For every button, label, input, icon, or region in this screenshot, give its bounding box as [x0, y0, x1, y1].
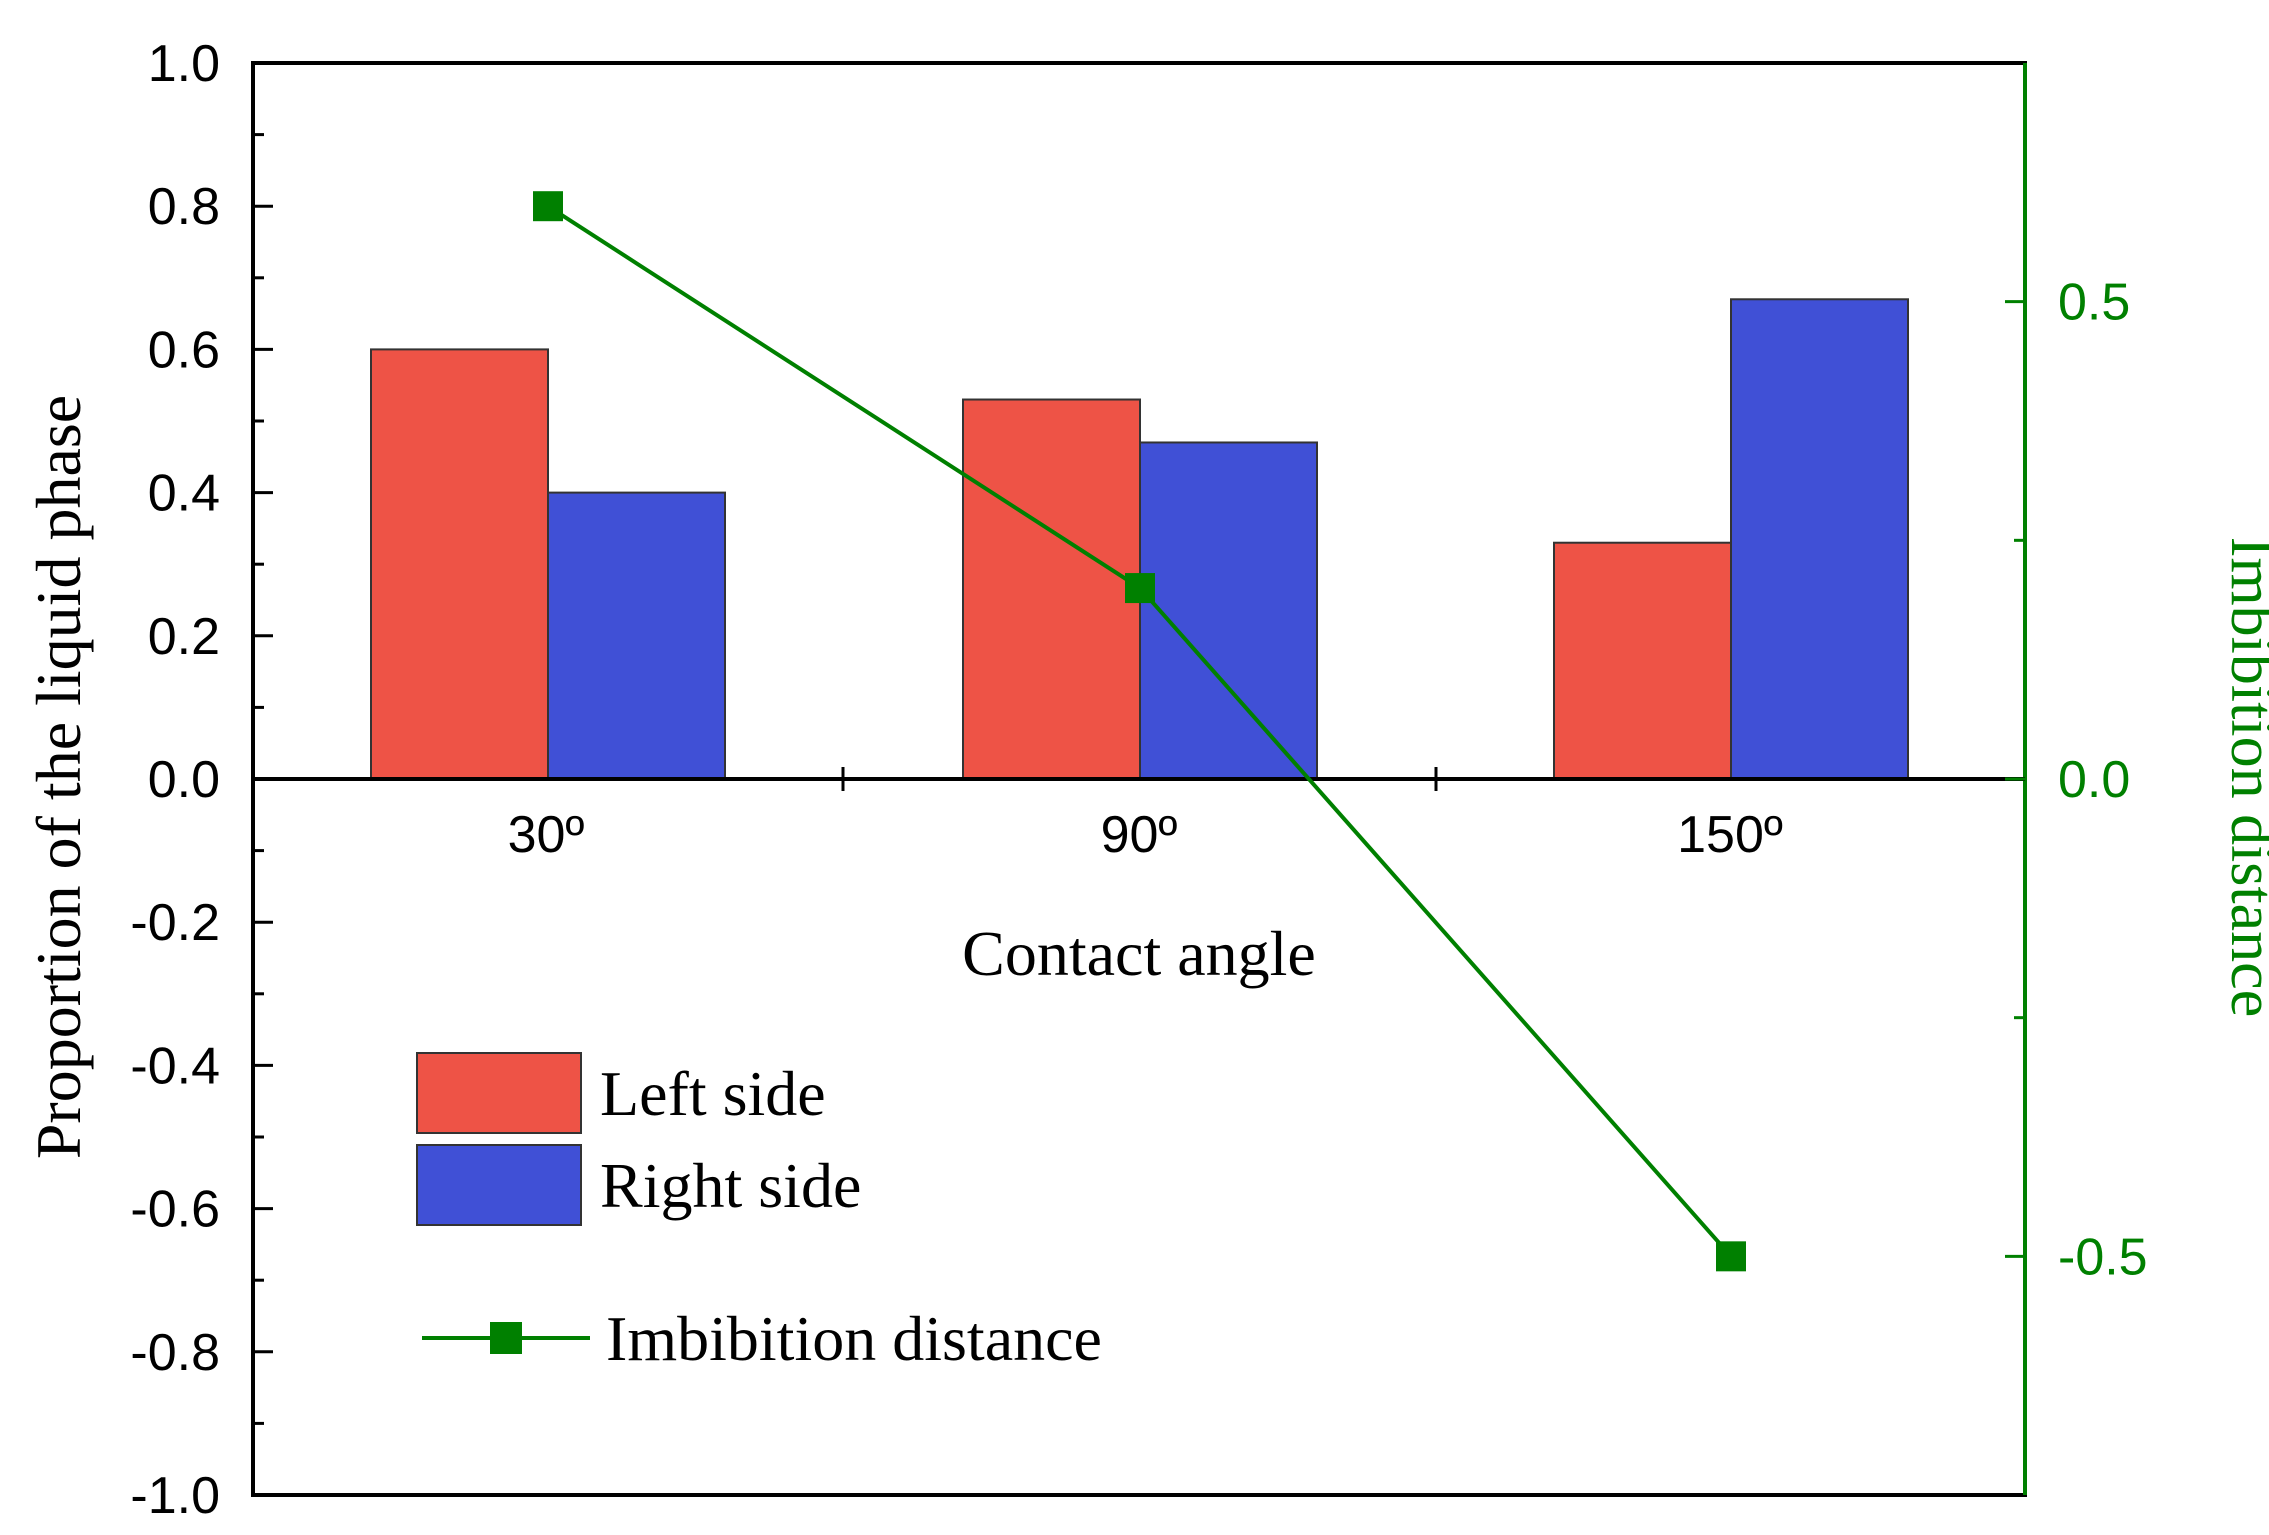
- imbibition-point-0: [533, 191, 563, 222]
- y-tick-label: -0.4: [130, 1037, 220, 1095]
- imbibition-point-2: [1716, 1241, 1746, 1272]
- x-tick-label-150: 150º: [1677, 806, 1783, 864]
- imbibition-point-1: [1125, 573, 1155, 604]
- bar-right-side-0: [547, 491, 726, 780]
- x-tick-label-30: 30º: [508, 806, 585, 864]
- y-tick-label: 0.8: [148, 178, 220, 236]
- y-tick-label: -0.8: [130, 1324, 220, 1382]
- y-tick-label: 0.4: [148, 465, 220, 523]
- legend-swatch-right-side: [416, 1144, 582, 1226]
- bar-right-side-1: [1139, 441, 1318, 780]
- x-axis-title: Contact angle: [962, 918, 1316, 989]
- bar-right-side-2: [1730, 298, 1909, 780]
- imbibition-line-layer: [533, 191, 1746, 1272]
- axes-layer: 1.0 0.8 0.6 0.4 0.2 0.0 -0.2 -0.4 -0.6 -0.8 -1.0 0.…: [130, 35, 2147, 1525]
- bar-left-side-2: [1553, 541, 1732, 780]
- y2-tick-label: -0.5: [2058, 1228, 2148, 1286]
- legend-swatch-left-side: [416, 1052, 582, 1134]
- x-tick-label-90: 90º: [1101, 806, 1178, 864]
- y-axis-title-left: Proportion of the liquid phase: [23, 395, 94, 1159]
- y-tick-label: 1.0: [148, 35, 220, 93]
- bar-layer: [370, 298, 1909, 780]
- legend: Left side Right side Imbibition distance: [416, 1052, 1102, 1374]
- y-tick-label: -1.0: [130, 1467, 220, 1525]
- y2-tick-label: 0.5: [2058, 274, 2130, 332]
- legend-label-imbibition: Imbibition distance: [606, 1303, 1102, 1374]
- y-tick-label: 0.2: [148, 608, 220, 666]
- y-tick-label: 0.0: [148, 751, 220, 809]
- bar-left-side-1: [962, 398, 1141, 780]
- y2-tick-label: 0.0: [2058, 751, 2130, 809]
- legend-marker-imbibition: [490, 1322, 522, 1354]
- legend-label-right-side: Right side: [600, 1150, 861, 1221]
- y-axis-title-right: Imbibition distance: [2218, 537, 2269, 1017]
- y-tick-label: -0.6: [130, 1181, 220, 1239]
- bar-left-side-0: [370, 348, 549, 780]
- legend-label-left-side: Left side: [600, 1058, 826, 1129]
- y-tick-label: -0.2: [130, 894, 220, 952]
- y-tick-label: 0.6: [148, 321, 220, 379]
